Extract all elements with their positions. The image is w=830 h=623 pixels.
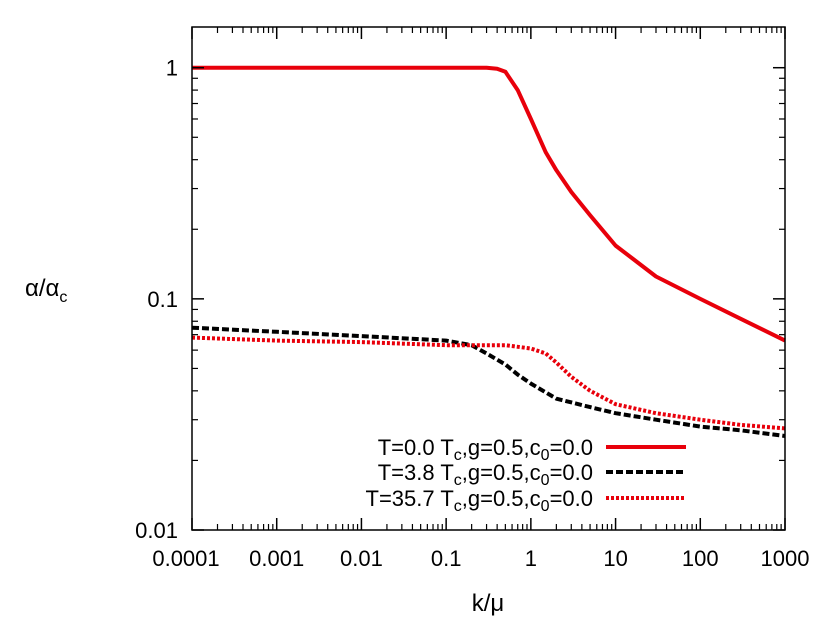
- y-axis-label-main: α/α: [25, 275, 60, 302]
- y-tick-label: 1: [166, 56, 178, 81]
- legend: T=0.0 Tc,g=0.5,c0=0.0T=3.8 Tc,g=0.5,c0=0…: [366, 435, 686, 515]
- series-line-3: [191, 335, 786, 431]
- x-tick-label: 10: [603, 546, 627, 571]
- series-line-1: [192, 65, 786, 343]
- x-tick-label: 1000: [761, 546, 810, 571]
- x-tick-label: 0.01: [340, 546, 383, 571]
- x-tick-label: 100: [682, 546, 719, 571]
- x-tick-label: 1: [525, 546, 537, 571]
- x-axis-label: k/μ: [472, 590, 505, 617]
- legend-label-3: T=35.7 Tc,g=0.5,c0=0.0: [366, 486, 594, 515]
- y-axis-label-sub: c: [59, 289, 67, 306]
- y-tick-label: 0.01: [135, 518, 178, 543]
- x-tick-label: 0.001: [249, 546, 304, 571]
- plot-frame: [191, 26, 786, 531]
- x-tick-label: 0.0001: [152, 546, 219, 571]
- series-line-2: [191, 325, 786, 438]
- y-tick-label: 0.1: [147, 287, 178, 312]
- legend-label-2: T=3.8 Tc,g=0.5,c0=0.0: [378, 460, 593, 489]
- series-layer: [191, 65, 786, 438]
- ticks-layer: 0.0001 0.001 0.01 0.1 1 10 100 1000 0.01 0.1 1: [135, 27, 809, 571]
- y-axis-label: α/αc: [25, 275, 67, 306]
- legend-label-1: T=0.0 Tc,g=0.5,c0=0.0: [378, 435, 593, 464]
- x-tick-label: 0.1: [431, 546, 462, 571]
